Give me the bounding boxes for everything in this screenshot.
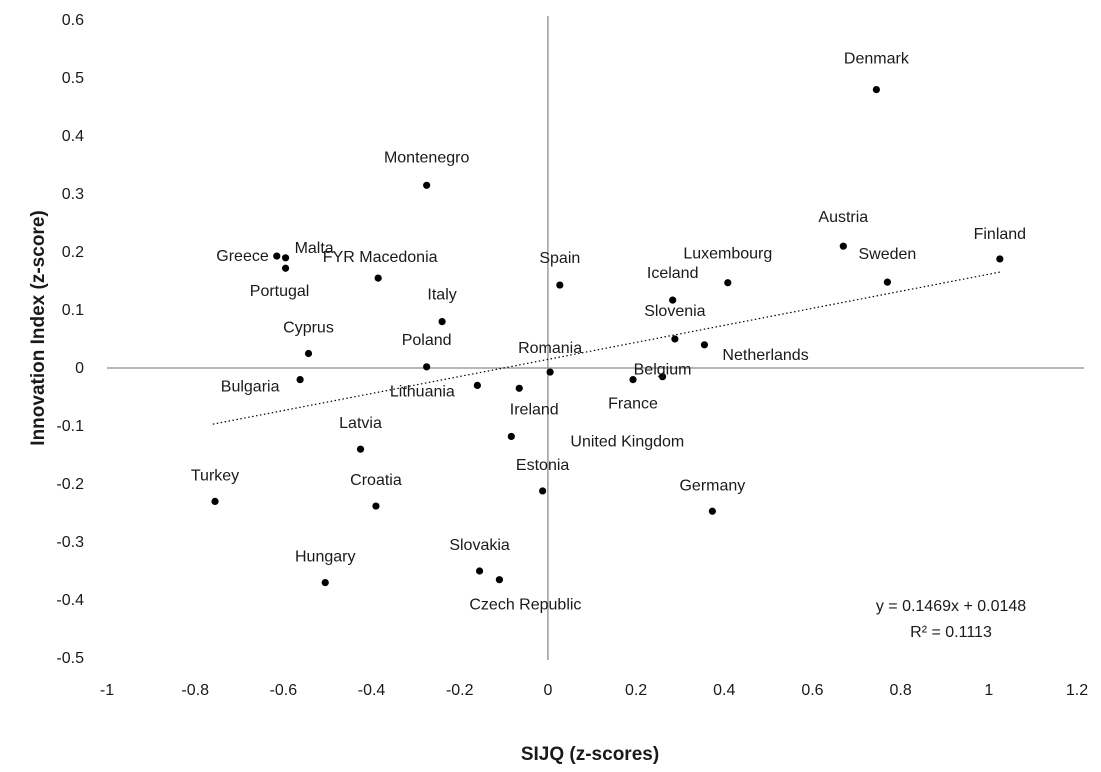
y-tick-label: -0.5 bbox=[56, 650, 84, 667]
data-point-label: Lithuania bbox=[390, 383, 455, 400]
data-point-label: Denmark bbox=[844, 51, 910, 68]
x-axis-title: SIJQ (z-scores) bbox=[521, 744, 659, 765]
data-point bbox=[372, 502, 380, 510]
y-tick-label: 0.5 bbox=[62, 70, 84, 87]
data-point-label: Czech Republic bbox=[469, 597, 581, 614]
y-tick-label: 0.3 bbox=[62, 186, 84, 203]
data-point-label: United Kingdom bbox=[570, 433, 684, 450]
data-point bbox=[669, 296, 677, 304]
data-point bbox=[423, 363, 431, 371]
data-point bbox=[629, 376, 637, 384]
data-point-label: Hungary bbox=[295, 549, 355, 566]
data-point-label: Slovakia bbox=[449, 537, 510, 554]
data-point bbox=[839, 242, 847, 250]
data-point bbox=[321, 579, 329, 587]
data-point-label: FYR Macedonia bbox=[323, 249, 438, 266]
y-axis-title: Innovation Index (z-score) bbox=[28, 210, 49, 445]
y-tick-label: 0 bbox=[75, 360, 84, 377]
data-point bbox=[438, 318, 446, 326]
x-tick-label: -1 bbox=[100, 682, 114, 699]
data-point bbox=[883, 278, 892, 286]
data-point-label: Belgium bbox=[634, 362, 692, 379]
data-point-label: Portugal bbox=[250, 283, 310, 300]
data-point-label: Romania bbox=[518, 340, 582, 357]
y-tick-label: -0.3 bbox=[56, 534, 84, 551]
data-point bbox=[473, 381, 481, 389]
data-point bbox=[281, 264, 290, 272]
data-point-label: Malta bbox=[295, 240, 334, 257]
y-tick-label: 0.1 bbox=[62, 302, 84, 319]
data-point-label: Estonia bbox=[516, 457, 569, 474]
data-point bbox=[475, 567, 484, 575]
trendline bbox=[212, 271, 1000, 425]
x-tick-label: 0.4 bbox=[713, 682, 735, 699]
data-point-label: Croatia bbox=[350, 472, 402, 489]
data-point bbox=[872, 86, 880, 94]
data-point-label: Germany bbox=[679, 477, 745, 494]
data-points bbox=[211, 86, 1004, 587]
y-tick-label: -0.1 bbox=[56, 418, 84, 435]
data-point-label: Montenegro bbox=[384, 149, 469, 166]
data-point-label: Greece bbox=[216, 248, 269, 265]
data-point-label: France bbox=[608, 396, 658, 413]
x-axis-ticks: -1 -0.8 -0.6 -0.4 -0.2 0 0.2 0.4 0.6 0.8 1 1.2 bbox=[100, 682, 1088, 699]
data-point bbox=[700, 341, 709, 349]
y-tick-label: 0.6 bbox=[62, 12, 84, 29]
data-point bbox=[996, 255, 1004, 263]
data-point-label: Latvia bbox=[339, 415, 382, 432]
x-tick-label: -0.2 bbox=[446, 682, 474, 699]
data-point-label: Bulgaria bbox=[221, 379, 280, 396]
x-tick-label: -0.8 bbox=[181, 682, 209, 699]
trendline-r-squared: R² = 0.1113 bbox=[910, 624, 992, 641]
data-point-label: Iceland bbox=[647, 265, 699, 282]
data-point bbox=[273, 252, 281, 260]
data-point bbox=[374, 274, 382, 282]
data-point bbox=[356, 445, 365, 453]
x-tick-label: 1.2 bbox=[1066, 682, 1088, 699]
data-point-label: Sweden bbox=[858, 246, 916, 263]
data-point bbox=[515, 384, 523, 392]
x-tick-label: -0.4 bbox=[358, 682, 386, 699]
x-tick-label: 0.2 bbox=[625, 682, 647, 699]
data-point bbox=[304, 349, 313, 358]
x-tick-label: 0.8 bbox=[890, 682, 912, 699]
point-labels: Denmark Montenegro Austria Finland Sweden Gre… bbox=[191, 51, 1026, 614]
data-point-label: Poland bbox=[402, 332, 452, 349]
data-point bbox=[495, 576, 504, 584]
data-point-label: Austria bbox=[818, 209, 868, 226]
data-point bbox=[296, 376, 304, 384]
data-point bbox=[281, 254, 290, 262]
y-tick-label: -0.4 bbox=[56, 592, 84, 609]
y-tick-label: 0.2 bbox=[62, 244, 84, 261]
data-point-label: Netherlands bbox=[722, 347, 808, 364]
data-point bbox=[211, 497, 219, 505]
data-point-label: Cyprus bbox=[283, 320, 334, 337]
x-tick-label: 1 bbox=[984, 682, 993, 699]
data-point-label: Slovenia bbox=[644, 303, 705, 320]
y-axis-ticks: -0.5 -0.4 -0.3 -0.2 -0.1 0 0.1 0.2 0.3 0.4 0.5 0.6 bbox=[56, 12, 84, 667]
data-point bbox=[708, 507, 716, 515]
data-point bbox=[556, 281, 564, 289]
data-point-label: Turkey bbox=[191, 467, 239, 484]
data-point-label: Finland bbox=[974, 226, 1026, 243]
data-point bbox=[546, 368, 554, 376]
data-point-label: Spain bbox=[539, 250, 580, 267]
data-point-label: Italy bbox=[427, 287, 456, 304]
data-point-label: Ireland bbox=[510, 401, 559, 418]
data-point bbox=[539, 487, 547, 495]
y-tick-label: -0.2 bbox=[56, 476, 84, 493]
data-point bbox=[507, 432, 515, 441]
data-point bbox=[423, 181, 431, 189]
trendline-equation: y = 0.1469x + 0.0148 bbox=[876, 598, 1026, 615]
data-point bbox=[671, 335, 679, 343]
y-tick-label: 0.4 bbox=[62, 128, 84, 145]
data-point bbox=[658, 373, 667, 381]
data-point-label: Luxembourg bbox=[683, 246, 772, 263]
x-tick-label: -0.6 bbox=[270, 682, 298, 699]
x-tick-label: 0 bbox=[543, 682, 552, 699]
x-tick-label: 0.6 bbox=[801, 682, 823, 699]
data-point bbox=[724, 279, 732, 287]
